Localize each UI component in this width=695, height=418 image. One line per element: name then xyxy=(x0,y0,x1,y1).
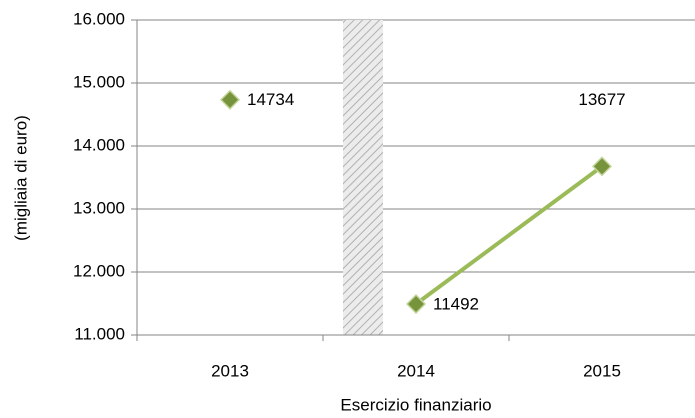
data-point xyxy=(591,156,613,177)
x-tick-label: 2014 xyxy=(397,361,435,380)
x-axis-label: Esercizio finanziario xyxy=(340,395,491,414)
data-label: 11492 xyxy=(433,294,479,313)
data-label: 14734 xyxy=(247,90,294,109)
y-tick-label: 13.000 xyxy=(73,198,125,217)
data-point xyxy=(405,293,427,315)
y-tick-label: 15.000 xyxy=(73,72,125,91)
axis-break xyxy=(343,20,383,335)
y-tick-label: 16.000 xyxy=(73,9,125,28)
data-point xyxy=(219,89,241,110)
series-line xyxy=(414,164,604,306)
y-tick-label: 11.000 xyxy=(74,324,125,343)
x-tick-label: 2015 xyxy=(583,361,621,380)
x-tick-label: 2013 xyxy=(211,361,249,380)
y-tick-label: 14.000 xyxy=(73,135,125,154)
y-tick-label: 12.000 xyxy=(73,261,125,280)
data-label: 13677 xyxy=(578,90,625,109)
y-axis-label: (migliaia di euro) xyxy=(11,115,30,241)
